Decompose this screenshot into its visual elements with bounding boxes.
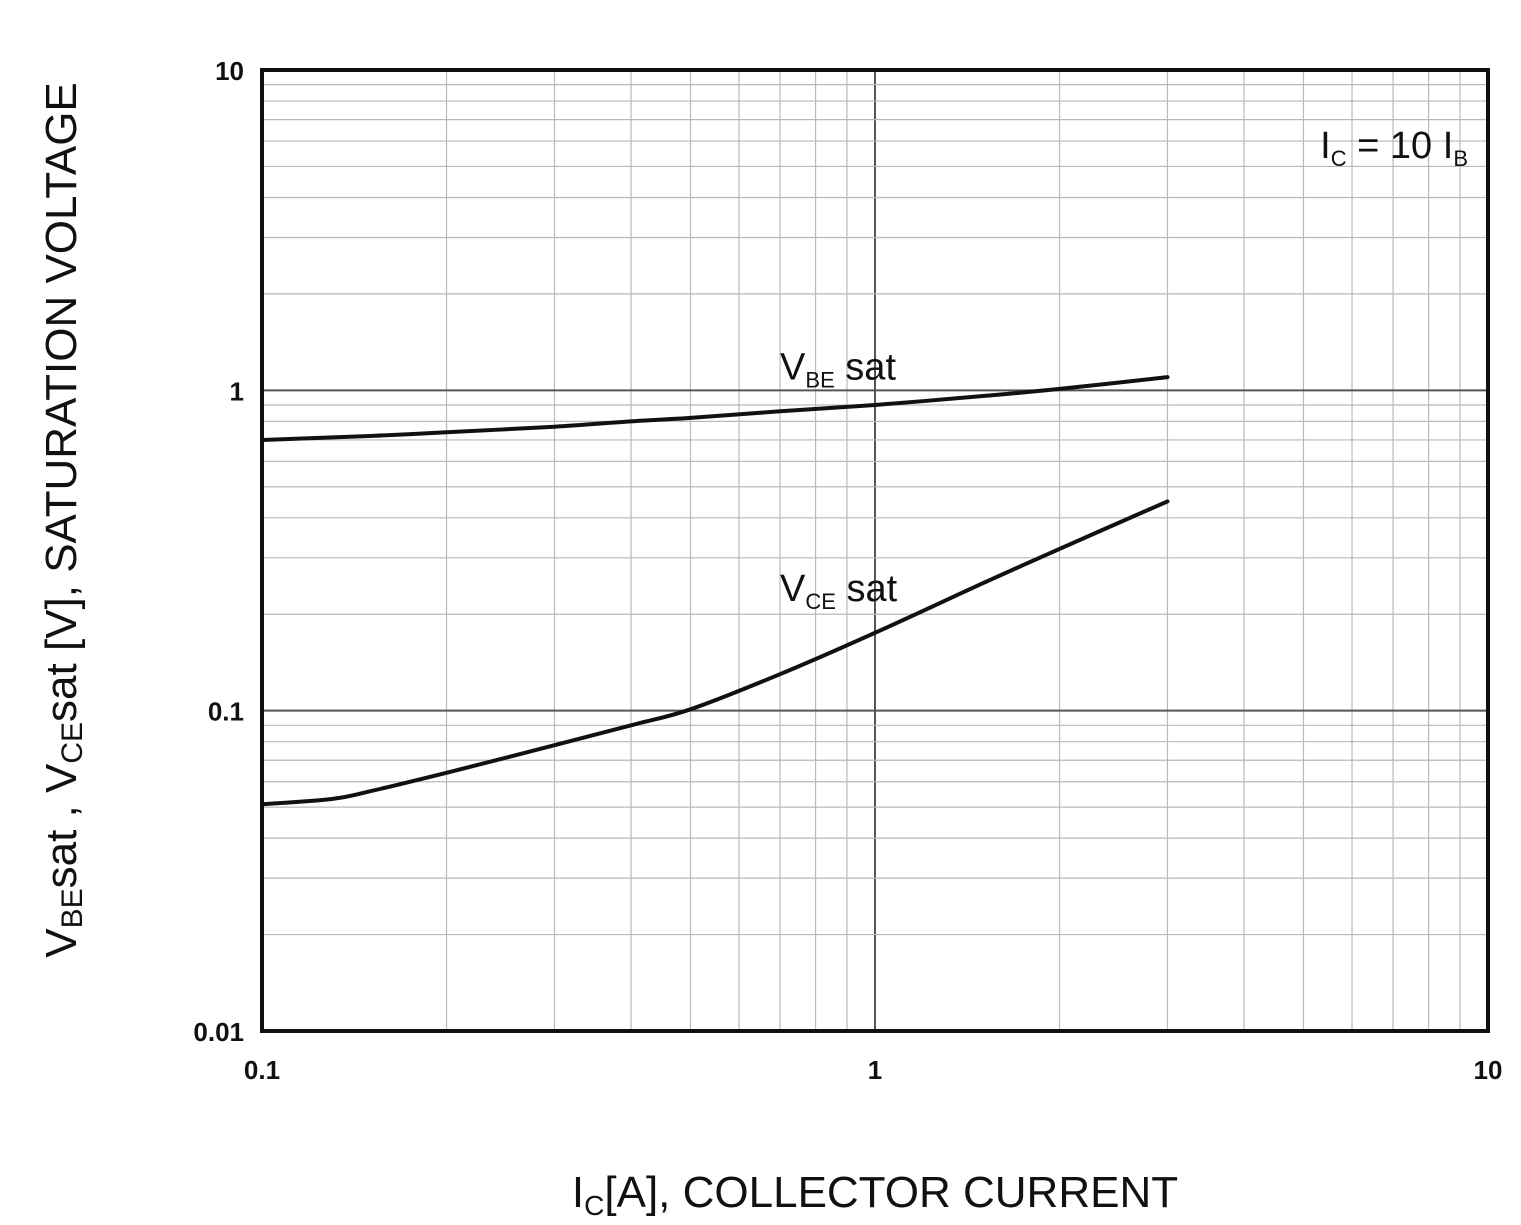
x-axis-title: IC[A], COLLECTOR CURRENT — [572, 1168, 1178, 1221]
y-tick-label: 0.01 — [193, 1017, 244, 1047]
x-tick-label: 10 — [1474, 1055, 1503, 1085]
series-line-ce — [260, 499, 1170, 807]
series-label-be: VBE sat — [780, 347, 896, 393]
plot-grid — [262, 70, 1488, 1031]
series-label-ce: VCE sat — [780, 568, 898, 614]
x-tick-label: 1 — [868, 1055, 882, 1085]
plot-frame — [260, 68, 1490, 1033]
y-tick-label: 10 — [215, 56, 244, 86]
y-axis-title: VBEsat , VCEsat [V], SATURATION VOLTAGE — [37, 82, 89, 958]
series-line-be — [260, 375, 1170, 442]
y-tick-label: 0.1 — [208, 697, 244, 727]
condition-annotation: IC = 10 IB — [1320, 125, 1468, 171]
x-tick-label: 0.1 — [244, 1055, 280, 1085]
curve-labels: VBE sat VCE sat — [780, 347, 898, 614]
y-tick-label: 1 — [230, 376, 244, 406]
plot-curves — [260, 375, 1170, 807]
